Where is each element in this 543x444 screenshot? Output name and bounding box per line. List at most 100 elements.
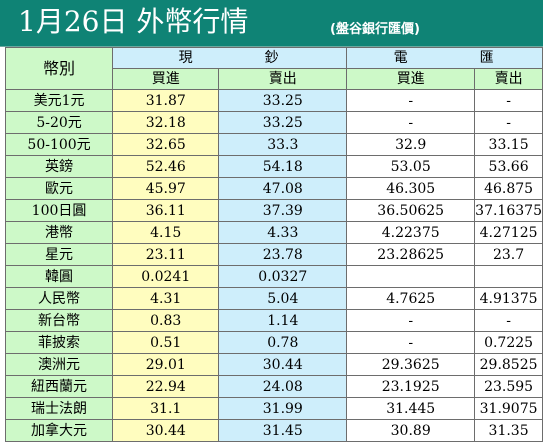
cash-sell-cell: 5.04	[218, 287, 348, 310]
table-row: 100日圓 36.11 37.39 36.50625 37.16375	[4, 199, 543, 222]
cash-sell-cell: 33.25	[218, 111, 348, 134]
table-row: 加拿大元 30.44 31.45 30.89 31.35	[4, 419, 543, 442]
tt-buy-cell: 30.89	[346, 419, 476, 442]
tt-sell-cell: 46.875	[474, 177, 543, 200]
currency-name-cell: 英鎊	[4, 155, 114, 178]
cash-sell-cell: 37.39	[218, 199, 348, 222]
tt-buy-cell: 4.22375	[346, 221, 476, 244]
table-row: 歐元 45.97 47.08 46.305 46.875	[4, 177, 543, 200]
table-row: 星元 23.11 23.78 23.28625 23.7	[4, 243, 543, 266]
cash-sell-cell: 31.99	[218, 397, 348, 420]
cash-buy-header: 買進	[112, 68, 220, 90]
cash-group-header: 現鈔	[112, 47, 348, 69]
tt-sell-cell	[474, 265, 543, 288]
cash-buy-cell: 23.11	[112, 243, 220, 266]
tt-sell-cell: 31.9075	[474, 397, 543, 420]
tt-buy-cell: 23.1925	[346, 375, 476, 398]
cash-buy-cell: 4.15	[112, 221, 220, 244]
cash-group-label-1: 現	[178, 50, 195, 66]
tt-sell-cell: 37.16375	[474, 199, 543, 222]
currency-name-cell: 星元	[4, 243, 114, 266]
cash-sell-cell: 0.78	[218, 331, 348, 354]
tt-sell-cell: 4.91375	[474, 287, 543, 310]
currency-name-cell: 5-20元	[4, 111, 114, 134]
tt-buy-cell: -	[346, 111, 476, 134]
cash-sell-cell: 30.44	[218, 353, 348, 376]
tt-buy-cell: 46.305	[346, 177, 476, 200]
telegraphic-group-header: 電匯	[346, 47, 543, 69]
telegraphic-group-label-2: 匯	[479, 50, 496, 66]
tt-sell-cell: 33.15	[474, 133, 543, 156]
tt-sell-cell: 0.7225	[474, 331, 543, 354]
table-row: 紐西蘭元 22.94 24.08 23.1925 23.595	[4, 375, 543, 398]
table-row: 澳洲元 29.01 30.44 29.3625 29.8525	[4, 353, 543, 376]
currency-name-cell: 韓圓	[4, 265, 114, 288]
cash-buy-cell: 30.44	[112, 419, 220, 442]
tt-buy-cell: -	[346, 309, 476, 332]
cash-buy-cell: 52.46	[112, 155, 220, 178]
currency-name-cell: 菲披索	[4, 331, 114, 354]
tt-sell-cell: 31.35	[474, 419, 543, 442]
tt-buy-cell: 23.28625	[346, 243, 476, 266]
cash-buy-cell: 31.87	[112, 89, 220, 112]
currency-name-cell: 100日圓	[4, 199, 114, 222]
cash-sell-cell: 1.14	[218, 309, 348, 332]
table-row: 菲披索 0.51 0.78-0.7225	[4, 331, 543, 354]
cash-sell-cell: 24.08	[218, 375, 348, 398]
cash-sell-cell: 4.33	[218, 221, 348, 244]
currency-name-cell: 歐元	[4, 177, 114, 200]
cash-sell-cell: 23.78	[218, 243, 348, 266]
tt-sell-cell: -	[474, 89, 543, 112]
cash-sell-cell: 54.18	[218, 155, 348, 178]
tt-sell-cell: 4.27125	[474, 221, 543, 244]
tt-buy-cell: 29.3625	[346, 353, 476, 376]
cash-buy-cell: 29.01	[112, 353, 220, 376]
tt-buy-cell: 4.7625	[346, 287, 476, 310]
tt-buy-header: 買進	[346, 68, 476, 90]
cash-buy-cell: 32.18	[112, 111, 220, 134]
tt-sell-cell: -	[474, 111, 543, 134]
currency-name-cell: 50-100元	[4, 133, 114, 156]
table-row: 港幣 4.15 4.33 4.22375 4.27125	[4, 221, 543, 244]
tt-buy-cell: 31.445	[346, 397, 476, 420]
currency-name-cell: 紐西蘭元	[4, 375, 114, 398]
tt-sell-cell: 53.66	[474, 155, 543, 178]
currency-name-cell: 新台幣	[4, 309, 114, 332]
source-note: (盤谷銀行匯價)	[330, 22, 420, 37]
tt-sell-cell: 23.595	[474, 375, 543, 398]
cash-buy-cell: 32.65	[112, 133, 220, 156]
cash-sell-cell: 33.3	[218, 133, 348, 156]
tt-buy-cell: 53.05	[346, 155, 476, 178]
cash-buy-cell: 0.51	[112, 331, 220, 354]
table-row: 韓圓 0.0241 0.0327	[4, 265, 543, 288]
cash-buy-cell: 36.11	[112, 199, 220, 222]
cash-sell-cell: 31.45	[218, 419, 348, 442]
tt-buy-cell: -	[346, 89, 476, 112]
page-title: 1月26日 外幣行情	[18, 5, 249, 38]
tt-sell-cell: -	[474, 309, 543, 332]
cash-sell-cell: 33.25	[218, 89, 348, 112]
currency-name-cell: 澳洲元	[4, 353, 114, 376]
table-row: 英鎊 52.46 54.18 53.05 53.66	[4, 155, 543, 178]
cash-buy-cell: 0.83	[112, 309, 220, 332]
currency-name-cell: 加拿大元	[4, 419, 114, 442]
currency-column-header: 幣別	[4, 47, 114, 90]
table-row: 5-20元 32.18 33.25- -	[4, 111, 543, 134]
table-row: 人民幣 4.31 5.04 4.7625 4.91375	[4, 287, 543, 310]
tt-buy-cell: -	[346, 331, 476, 354]
cash-sell-header: 賣出	[218, 68, 348, 90]
cash-sell-cell: 0.0327	[218, 265, 348, 288]
tt-sell-cell: 29.8525	[474, 353, 543, 376]
cash-buy-cell: 4.31	[112, 287, 220, 310]
telegraphic-group-label-1: 電	[393, 50, 410, 66]
title-banner: 1月26日 外幣行情 (盤谷銀行匯價)	[0, 0, 543, 47]
table-row: 新台幣 0.83 1.14- -	[4, 309, 543, 332]
currency-name-cell: 人民幣	[4, 287, 114, 310]
cash-buy-cell: 45.97	[112, 177, 220, 200]
table-row: 瑞士法朗 31.1 31.99 31.445 31.9075	[4, 397, 543, 420]
tt-buy-cell	[346, 265, 476, 288]
tt-sell-header: 賣出	[474, 68, 543, 90]
cash-buy-cell: 31.1	[112, 397, 220, 420]
currency-name-cell: 美元1元	[4, 89, 114, 112]
currency-name-cell: 港幣	[4, 221, 114, 244]
